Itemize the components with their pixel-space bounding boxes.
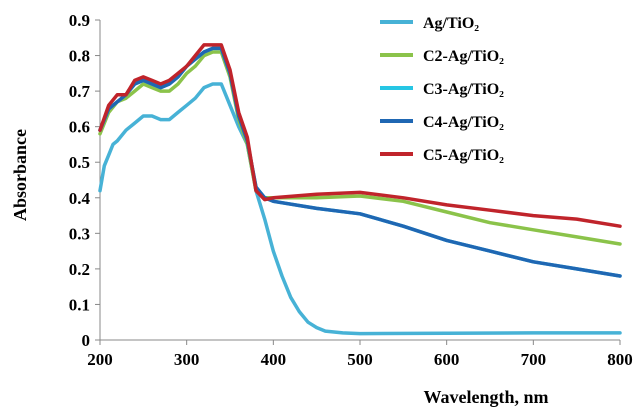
legend: Ag/TiO₂ C2-Ag/TiO₂ C3-Ag/TiO₂ C4-Ag/TiO₂ C5-… bbox=[380, 15, 504, 164]
legend-label: C3-Ag/TiO₂ bbox=[423, 81, 504, 98]
series-layer bbox=[98, 43, 622, 336]
y-tick-label: 0.8 bbox=[69, 47, 90, 66]
legend-label: Ag/TiO₂ bbox=[423, 15, 479, 32]
axes: 0 0.1 0.2 0.3 0.4 0.5 0.6 0.7 0.8 0.9 200 300 400 500… bbox=[69, 11, 633, 369]
x-tick-label: 700 bbox=[521, 350, 547, 369]
y-axis-title: Absorbance bbox=[10, 129, 30, 221]
x-tick-label: 300 bbox=[174, 350, 200, 369]
x-tick-label: 400 bbox=[261, 350, 287, 369]
series-line-5 bbox=[98, 43, 622, 228]
series-line-1 bbox=[98, 82, 622, 336]
y-tick-label: 0.2 bbox=[69, 260, 90, 279]
y-tick-label: 0.7 bbox=[69, 82, 91, 101]
y-tick-label: 0.3 bbox=[69, 224, 90, 243]
y-tick-label: 0.9 bbox=[69, 11, 90, 30]
y-tick-label: 0 bbox=[82, 331, 91, 350]
y-tick-label: 0.6 bbox=[69, 118, 90, 137]
x-tick-label: 500 bbox=[347, 350, 373, 369]
x-axis-title: Wavelength, nm bbox=[423, 387, 548, 407]
legend-label: C2-Ag/TiO₂ bbox=[423, 48, 504, 65]
legend-label: C5-Ag/TiO₂ bbox=[423, 147, 504, 164]
x-tick-label: 200 bbox=[87, 350, 113, 369]
legend-label: C4-Ag/TiO₂ bbox=[423, 114, 504, 131]
y-tick-label: 0.1 bbox=[69, 295, 90, 314]
y-tick-label: 0.5 bbox=[69, 153, 90, 172]
y-tick-label: 0.4 bbox=[69, 189, 91, 208]
x-tick-label: 800 bbox=[607, 350, 633, 369]
x-tick-label: 600 bbox=[434, 350, 460, 369]
